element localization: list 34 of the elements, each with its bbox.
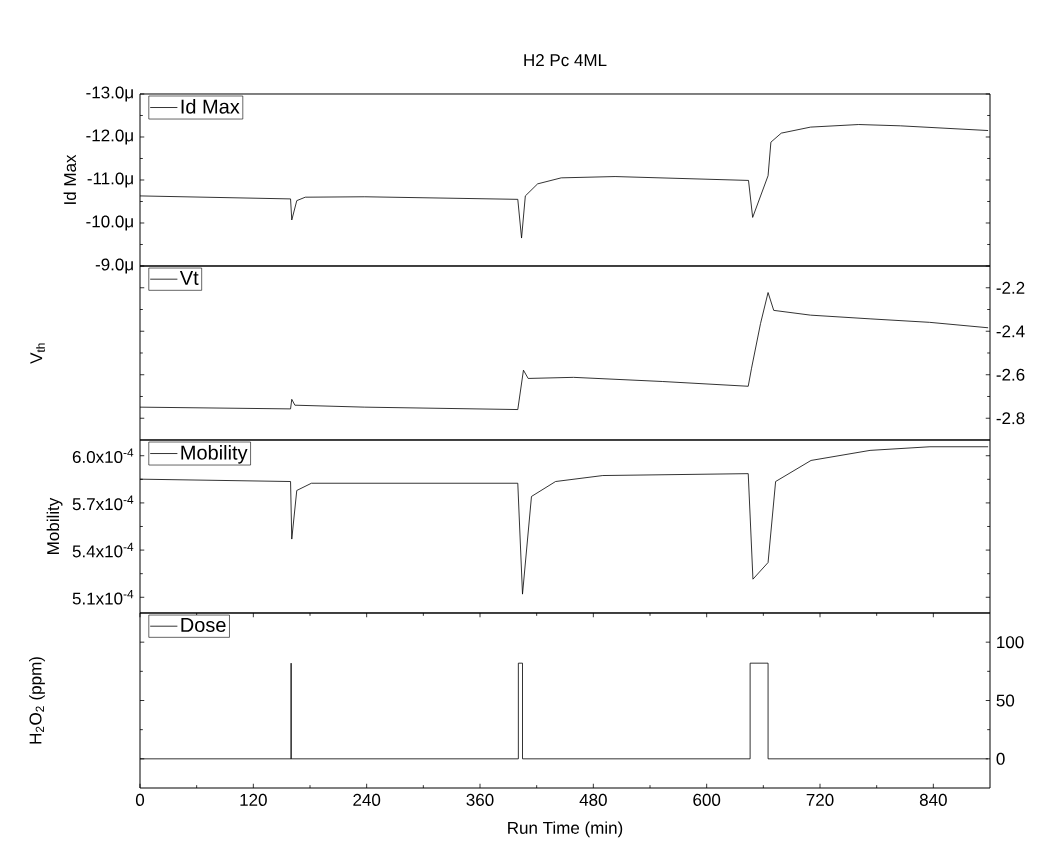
y2-tick-label: -2.4 (996, 325, 1025, 338)
y-axis-title: V$_{th}$ (30, 343, 45, 364)
y-tick-label: 5.7x10$^{-4}$ (72, 495, 134, 511)
y-axis-title: H$_{2}$O$_{2}$ (ppm) (29, 657, 45, 744)
y-axis-title: Id Max (63, 154, 77, 204)
legend-label: Dose (181, 618, 226, 632)
y-tick-label: -11.0μ (87, 172, 133, 188)
chart-title: H2 Pc 4ML (524, 54, 607, 67)
x-tick-label: 600 (693, 793, 721, 806)
x-tick-label: 120 (240, 793, 267, 806)
x-tick-label: 240 (353, 793, 381, 806)
y-tick-label: 5.4x10$^{-4}$ (72, 542, 134, 558)
y-tick-label: -9.0μ (95, 258, 133, 274)
x-tick-label: 360 (466, 793, 494, 806)
y2-tick-label: -2.6 (996, 368, 1025, 381)
y2-tick-label: 100 (997, 636, 1024, 649)
y-tick-label: -12.0μ (86, 129, 133, 145)
y2-tick-label: -2.8 (996, 412, 1025, 425)
y-tick-label: -13.0μ (86, 86, 133, 102)
legend-label: Mobility (181, 445, 248, 464)
x-tick-label: 720 (806, 793, 834, 806)
y2-tick-label: 0 (996, 752, 1005, 765)
y-axis-title: Mobility (46, 497, 63, 554)
x-tick-label: 480 (579, 793, 607, 806)
x-tick-label: 840 (919, 793, 947, 806)
y-tick-label: 5.1x10$^{-4}$ (72, 589, 134, 605)
legend-label: Vt (179, 271, 199, 285)
x-tick-label: 0 (135, 793, 145, 806)
y-tick-label: -10.0μ (86, 215, 133, 231)
legend-label: Id Max (181, 98, 240, 114)
y-tick-label: 6.0x10$^{-4}$ (72, 448, 134, 464)
y2-tick-label: 50 (996, 694, 1015, 707)
y2-tick-label: -2.2 (996, 281, 1025, 294)
x-axis-title: Run Time (min) (508, 821, 623, 838)
